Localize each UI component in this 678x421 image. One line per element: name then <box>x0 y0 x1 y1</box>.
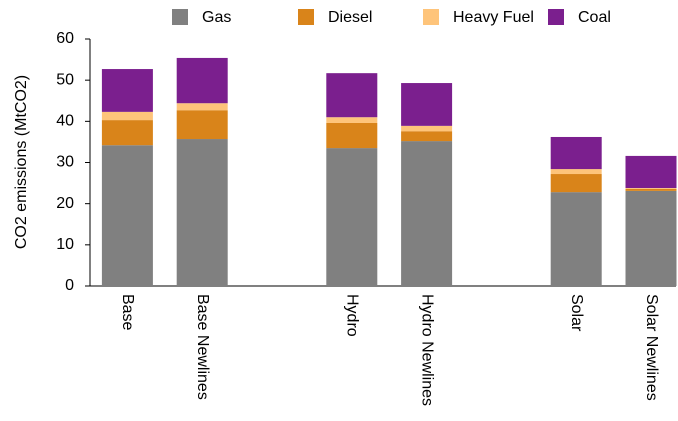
y-tick-label: 40 <box>56 113 74 130</box>
legend-label: Diesel <box>328 9 372 26</box>
x-tick-label: Base <box>119 294 136 331</box>
x-tick-label: Solar Newlines <box>643 294 660 401</box>
x-tick-label: Base Newlines <box>194 294 211 400</box>
bar-segment <box>101 145 153 286</box>
legend-label: Coal <box>578 9 611 26</box>
bar-segment <box>550 136 602 170</box>
bar-segment <box>101 111 153 121</box>
bar-segment <box>176 103 228 111</box>
x-tick-label: Hydro Newlines <box>418 294 435 406</box>
bar-segment <box>401 125 453 132</box>
legend-label: Gas <box>202 9 231 26</box>
legend-label: Heavy Fuel <box>453 9 534 26</box>
bar-segment <box>550 192 602 286</box>
bar-segment <box>401 131 453 142</box>
y-tick-label: 10 <box>56 236 74 253</box>
bar-segment <box>625 188 677 189</box>
legend-swatch <box>172 9 188 25</box>
y-tick-label: 60 <box>56 30 74 47</box>
bar-segment <box>176 57 228 104</box>
bar-segment <box>326 122 378 149</box>
bar-segment <box>625 190 677 286</box>
y-tick-label: 30 <box>56 154 74 171</box>
bar-segment <box>625 188 677 191</box>
bar-segment <box>326 73 378 118</box>
bar-segment <box>550 174 602 193</box>
legend-swatch <box>298 9 314 25</box>
bar-segment <box>101 69 153 112</box>
bar-segment <box>176 139 228 286</box>
legend-swatch <box>423 9 439 25</box>
y-axis-label: CO2 emissions (MtCO2) <box>13 75 30 249</box>
bar-segment <box>326 148 378 286</box>
bar-segment <box>401 83 453 126</box>
y-tick-label: 0 <box>65 277 74 294</box>
bar-segment <box>101 120 153 146</box>
y-tick-label: 50 <box>56 71 74 88</box>
bar-segment <box>401 141 453 286</box>
y-tick-label: 20 <box>56 195 74 212</box>
bar-segment <box>550 169 602 175</box>
x-tick-label: Solar <box>568 294 585 332</box>
bar-segment <box>326 117 378 123</box>
x-tick-label: Hydro <box>344 294 361 337</box>
bar-segment <box>176 110 228 140</box>
legend-swatch <box>548 9 564 25</box>
bar-segment <box>625 155 677 189</box>
